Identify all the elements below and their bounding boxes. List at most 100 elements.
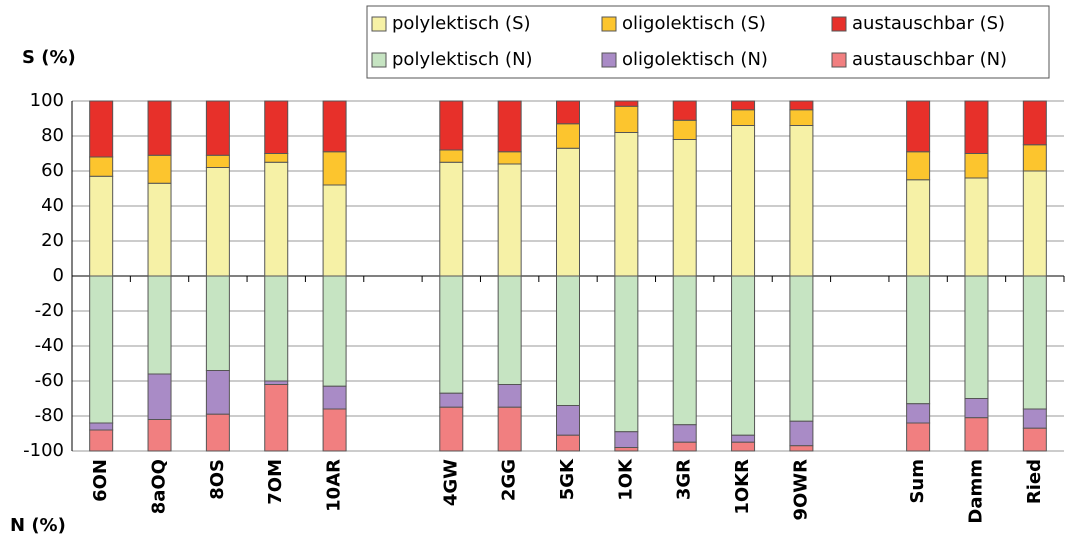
legend-swatch (601, 16, 617, 32)
bar-segment (731, 109, 756, 126)
legend-label: polylektisch (S) (392, 13, 531, 34)
bar-segment (205, 413, 230, 452)
bar-segment (906, 179, 931, 277)
bar-segment (906, 100, 931, 153)
bar-segment (439, 100, 464, 151)
x-tick-label: Sum (907, 459, 928, 504)
bar-segment (264, 161, 289, 277)
bar-segment (497, 406, 522, 452)
bar-segment (1022, 408, 1047, 429)
bar-segment (789, 445, 814, 452)
bar-segment (556, 100, 580, 125)
legend-label: oligolektisch (S) (622, 13, 766, 34)
bar-segment (906, 275, 931, 405)
bar-segment (497, 163, 522, 277)
bar-segment (614, 447, 639, 452)
y-tick-label: -20 (35, 300, 64, 321)
bar-segment (147, 100, 172, 156)
bar-segment (672, 424, 697, 443)
bar-segment (264, 153, 289, 163)
x-tick-label: Ried (1024, 459, 1045, 504)
bar-segment (556, 147, 580, 277)
legend-label: austauschbar (S) (852, 13, 1005, 34)
y-tick-label: 60 (41, 160, 64, 181)
legend-swatch (601, 52, 617, 68)
bar-segment (439, 161, 464, 277)
x-tick-label: 4GW (440, 459, 461, 506)
bar-segment (906, 151, 931, 181)
bar-segment (497, 151, 522, 165)
y-axis-label: S (%) (22, 47, 76, 68)
y-tick-label: 0 (53, 265, 64, 286)
x-tick-label: 2GG (499, 459, 520, 501)
bar-segment (789, 109, 814, 126)
legend-swatch (371, 52, 387, 68)
bar-segment (322, 151, 347, 186)
bar-segment (322, 275, 347, 387)
x-tick-label: 6ON (90, 459, 111, 502)
y-tick-label: -60 (35, 370, 64, 391)
bar-segment (964, 275, 989, 399)
bar-segment (556, 275, 580, 406)
bar-segment (614, 100, 639, 107)
bar-segment (672, 139, 697, 277)
bar-segment (89, 422, 114, 431)
x-axis-label: N (%) (10, 515, 66, 536)
bar-segment (1022, 427, 1047, 452)
bar-segment (614, 275, 639, 433)
bar-segment (964, 100, 989, 154)
x-tick-label: 1OKR (732, 459, 753, 515)
bar-segment (1022, 144, 1047, 172)
bar-segment (731, 434, 756, 443)
bar-segment (147, 182, 172, 277)
bar-segment (964, 177, 989, 277)
bar-segment (322, 184, 347, 277)
bar-segment (1022, 170, 1047, 277)
bar-segment (439, 275, 464, 394)
x-tick-label: 9OWR (790, 459, 811, 521)
x-tick-label: 8OS (207, 459, 228, 500)
bar-segment (322, 385, 347, 410)
bar-segment (205, 275, 230, 371)
bar-segment (205, 370, 230, 415)
bar-segment (614, 132, 639, 277)
legend-swatch (831, 16, 847, 32)
x-tick-label: 8aOQ (149, 459, 170, 514)
bar-segment (439, 392, 464, 408)
bar-segment (322, 100, 347, 153)
bar-segment (264, 275, 289, 382)
bar-segment (964, 417, 989, 452)
bar-segment (264, 380, 289, 385)
bar-segment (147, 275, 172, 375)
legend-swatch (831, 52, 847, 68)
bar-segment (497, 384, 522, 408)
bar-segment (731, 125, 756, 277)
bar-segment (731, 100, 756, 111)
bar-segment (1022, 275, 1047, 410)
x-tick-label: 10AR (324, 459, 345, 512)
bar-segment (439, 149, 464, 163)
bar-segment (556, 405, 580, 436)
bar-segment (89, 156, 114, 177)
x-tick-label: 7OM (265, 459, 286, 505)
bar-segment (89, 429, 114, 452)
bar-segment (556, 123, 580, 149)
y-tick-label: 20 (41, 230, 64, 251)
y-tick-label: 100 (30, 90, 64, 111)
bar-segment (205, 167, 230, 277)
bar-segment (205, 100, 230, 156)
x-tick-label: 1OK (615, 458, 636, 501)
bar-segment (322, 408, 347, 452)
x-tick-label: 5GK (557, 458, 578, 500)
bar-segment (789, 125, 814, 277)
x-tick-label: 3GR (674, 459, 695, 500)
bar-segment (906, 403, 931, 424)
y-tick-label: -40 (35, 335, 64, 356)
bar-segment (556, 434, 580, 452)
bar-segment (264, 100, 289, 154)
legend-label: oligolektisch (N) (622, 49, 768, 70)
bar-segment (89, 100, 114, 158)
y-tick-label: -80 (35, 405, 64, 426)
bar-segment (147, 154, 172, 184)
